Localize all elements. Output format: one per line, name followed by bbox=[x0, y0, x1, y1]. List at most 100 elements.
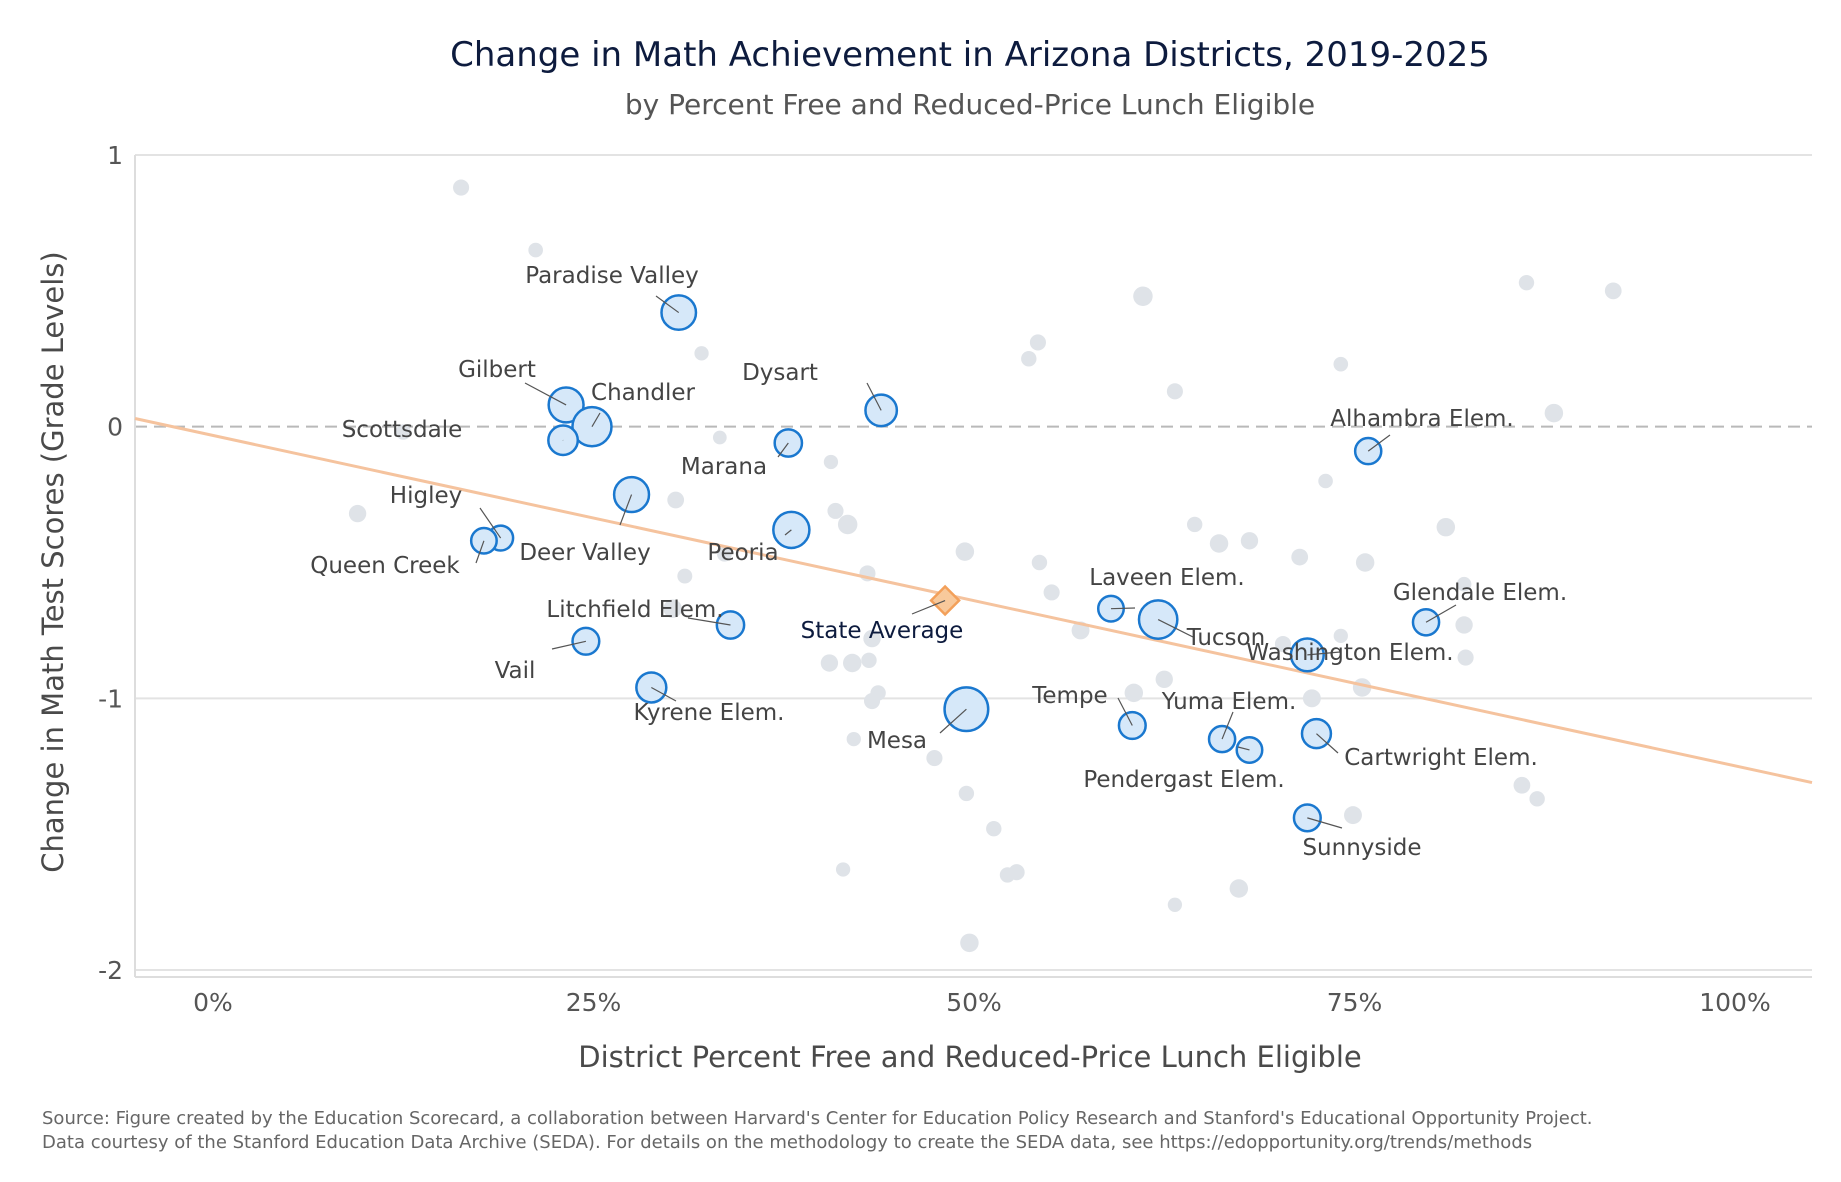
district-label-marana: Marana bbox=[681, 454, 767, 480]
other-district-point-14 bbox=[1318, 473, 1333, 489]
leader-line-chandler bbox=[591, 412, 601, 427]
district-label-kyrene-elem: Kyrene Elem. bbox=[634, 700, 785, 726]
other-district-point-7 bbox=[694, 346, 709, 361]
other-district-point-21 bbox=[1240, 532, 1259, 550]
leader-line-glendale-elem bbox=[1425, 604, 1457, 623]
x-tick-label-4: 100% bbox=[1699, 988, 1770, 1017]
other-district-point-3 bbox=[1518, 274, 1535, 291]
district-label-cartwright-elem: Cartwright Elem. bbox=[1344, 745, 1538, 771]
district-label-tucson: Tucson bbox=[1186, 625, 1265, 651]
district-point-queen-creek bbox=[469, 526, 498, 555]
other-district-point-8 bbox=[1166, 383, 1183, 400]
district-point-deer-valley bbox=[612, 475, 651, 514]
other-district-point-0 bbox=[453, 179, 470, 196]
trend-line-group bbox=[134, 417, 1813, 785]
y-tick-label-3: -2 bbox=[98, 956, 123, 985]
leader-line-kyrene-elem bbox=[651, 686, 677, 702]
y-tick-label-0: 1 bbox=[107, 141, 123, 170]
x-tick-label-3: 75% bbox=[1327, 988, 1383, 1017]
other-district-point-57 bbox=[999, 867, 1016, 883]
other-district-point-60 bbox=[960, 933, 979, 953]
district-label-higley: Higley bbox=[390, 483, 462, 509]
other-district-point-9 bbox=[1333, 356, 1349, 372]
other-district-point-39 bbox=[843, 653, 862, 673]
district-label-vail: Vail bbox=[495, 658, 536, 684]
leader-line-cartwright-elem bbox=[1316, 733, 1339, 754]
district-label-yuma-elem: Yuma Elem. bbox=[1161, 689, 1297, 715]
other-district-point-10 bbox=[1544, 403, 1564, 423]
leader-line-dysart bbox=[866, 382, 882, 411]
district-label-paradise-valley: Paradise Valley bbox=[525, 263, 699, 289]
other-district-point-17 bbox=[827, 502, 844, 519]
district-label-sunnyside: Sunnyside bbox=[1302, 835, 1421, 861]
other-district-point-5 bbox=[1029, 334, 1046, 351]
leader-line-gilbert bbox=[524, 382, 567, 406]
other-district-point-38 bbox=[820, 654, 839, 672]
y-tick-label-2: -1 bbox=[98, 684, 123, 713]
district-label-pendergast-elem: Pendergast Elem. bbox=[1083, 767, 1284, 793]
axes: 1 0 -1 -2 0% 25% 50% 75% 100% bbox=[98, 141, 1812, 1017]
other-district-point-13 bbox=[823, 454, 839, 470]
district-label-washington-elem: Washington Elem. bbox=[1246, 640, 1453, 666]
other-district-point-52 bbox=[1513, 776, 1531, 794]
other-district-point-18 bbox=[837, 514, 858, 535]
district-label-deer-valley: Deer Valley bbox=[519, 540, 650, 566]
other-district-point-41 bbox=[1457, 649, 1474, 666]
other-district-point-47 bbox=[863, 692, 881, 710]
district-label-mesa: Mesa bbox=[867, 728, 927, 754]
leader-line-state-average bbox=[911, 599, 946, 615]
leader-line-mesa bbox=[939, 708, 967, 734]
chart-subtitle: by Percent Free and Reduced-Price Lunch … bbox=[625, 88, 1315, 121]
other-district-point-16 bbox=[667, 491, 685, 509]
source-note-line-2: Data courtesy of the Stanford Education … bbox=[42, 1132, 1532, 1153]
other-district-point-19 bbox=[1186, 516, 1203, 533]
leader-line-marana bbox=[777, 442, 789, 458]
other-district-point-53 bbox=[1529, 791, 1545, 807]
other-district-points bbox=[348, 179, 1622, 953]
leader-line-deer-valley bbox=[619, 494, 633, 526]
district-label-scottsdale: Scottsdale bbox=[342, 417, 463, 443]
leader-line-tucson bbox=[1157, 619, 1194, 638]
other-district-point-29 bbox=[677, 568, 693, 584]
other-district-point-20 bbox=[1209, 534, 1229, 553]
district-point-scottsdale bbox=[547, 424, 580, 457]
district-label-dysart: Dysart bbox=[742, 360, 818, 386]
x-tick-label-1: 25% bbox=[566, 988, 622, 1017]
trend-line bbox=[134, 417, 1813, 785]
leader-line-tempe bbox=[1117, 697, 1133, 726]
leader-line-litchfield-elem bbox=[687, 617, 731, 626]
leader-line-washington-elem bbox=[1307, 651, 1341, 656]
other-district-point-1 bbox=[528, 242, 543, 258]
other-district-point-45 bbox=[1302, 689, 1321, 708]
other-district-point-58 bbox=[1229, 879, 1249, 898]
other-district-point-36 bbox=[1456, 576, 1472, 592]
other-district-point-25 bbox=[1291, 548, 1309, 566]
district-label-queen-creek: Queen Creek bbox=[310, 553, 460, 579]
leader-line-laveen-elem bbox=[1110, 607, 1136, 610]
y-tick-label-1: 0 bbox=[107, 413, 123, 442]
x-axis-title: District Percent Free and Reduced-Price … bbox=[578, 1040, 1362, 1074]
other-district-point-22 bbox=[1436, 517, 1456, 537]
other-district-point-24 bbox=[1031, 554, 1048, 571]
other-district-point-43 bbox=[1124, 683, 1144, 703]
grid-lines bbox=[135, 154, 1812, 971]
district-label-litchfield-elem: Litchfield Elem. bbox=[546, 597, 723, 623]
leader-line-yuma-elem bbox=[1221, 711, 1234, 740]
leader-line-peoria bbox=[784, 529, 792, 536]
district-labels: Paradise Valley Gilbert Chandler Scottsdale… bbox=[310, 263, 1567, 861]
leader-line-alhambra-elem bbox=[1367, 434, 1391, 452]
leader-line-higley bbox=[479, 507, 502, 539]
leader-line-queen-creek bbox=[475, 540, 485, 564]
x-tick-label-0: 0% bbox=[193, 988, 233, 1017]
other-district-point-2 bbox=[1133, 286, 1153, 306]
other-district-point-26 bbox=[1355, 553, 1375, 572]
other-district-point-51 bbox=[986, 821, 1002, 837]
other-district-point-31 bbox=[663, 599, 682, 618]
y-axis-title: Change in Math Test Scores (Grade Levels… bbox=[36, 251, 70, 872]
district-label-glendale-elem: Glendale Elem. bbox=[1393, 580, 1567, 606]
district-label-chandler: Chandler bbox=[591, 380, 695, 406]
other-district-point-55 bbox=[835, 862, 851, 877]
other-district-point-40 bbox=[861, 652, 877, 668]
other-district-point-59 bbox=[1167, 897, 1183, 912]
